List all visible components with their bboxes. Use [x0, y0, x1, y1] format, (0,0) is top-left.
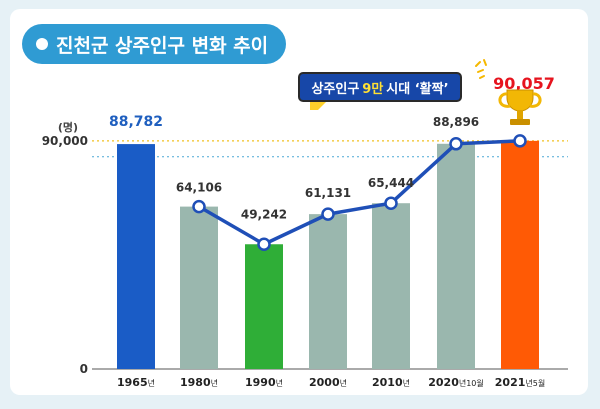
sparkle-icon	[475, 59, 487, 79]
line-point-1	[192, 199, 206, 214]
banner-text-after: 시대 ‘활짝’	[386, 81, 449, 97]
x-tick-label-2: 1990년	[245, 376, 283, 389]
data-label-5: 88,896	[433, 115, 479, 129]
x-tick-label-1: 1980년	[180, 376, 218, 389]
banner-text-highlight: 9만	[362, 81, 384, 97]
line-point-3	[321, 207, 335, 221]
trophy-cup	[506, 89, 534, 112]
sparkle-ray-0	[475, 61, 481, 67]
trophy-icon	[498, 89, 542, 125]
banner-text-before: 상주인구	[311, 81, 360, 97]
x-tick-label-0: 1965년	[117, 376, 155, 389]
bullet-icon	[36, 38, 48, 50]
data-label-3: 61,131	[305, 186, 351, 200]
data-label-1: 64,106	[176, 181, 222, 195]
x-tick-label-5: 2020년10월	[428, 376, 484, 389]
page-title: 진천군 상주인구 변화 추이	[56, 34, 269, 57]
bar-6	[501, 140, 539, 369]
data-label-0: 88,782	[109, 114, 163, 130]
trophy-handle-left	[498, 92, 511, 108]
trophy-stem	[517, 110, 523, 120]
bar-3	[309, 214, 347, 369]
sparkle-ray-1	[477, 69, 484, 73]
line-point-6	[513, 134, 527, 148]
bar-0	[117, 144, 155, 369]
bar-4	[372, 203, 410, 369]
trophy-base	[510, 119, 530, 125]
trend-line	[198, 139, 521, 247]
line-point-4	[384, 196, 398, 210]
x-tick-label-3: 2000년	[309, 376, 347, 389]
callout-banner: 상주인구 9만 시대 ‘활짝’	[300, 74, 460, 110]
bar-2	[245, 244, 283, 369]
y-tick-label: 90,000	[42, 134, 88, 148]
bar-1	[180, 206, 218, 369]
chart-panel	[10, 9, 588, 395]
bar-5	[437, 143, 475, 369]
sparkle-ray-3	[483, 59, 487, 66]
data-label-2: 49,242	[241, 207, 287, 221]
line-point-2	[257, 237, 271, 252]
line-point-5	[449, 137, 463, 151]
y-tick-label: 0	[80, 362, 88, 376]
x-tick-label-4: 2010년	[372, 376, 410, 389]
y-axis-unit-label: (명)	[58, 120, 78, 134]
x-tick-label-6: 2021년5월	[495, 376, 545, 389]
data-label-4: 65,444	[368, 176, 414, 190]
data-label-6: 90,057	[493, 74, 555, 93]
sparkle-ray-2	[479, 75, 485, 79]
title-pill: 진천군 상주인구 변화 추이	[22, 24, 287, 64]
trophy-handle-right	[529, 92, 542, 108]
